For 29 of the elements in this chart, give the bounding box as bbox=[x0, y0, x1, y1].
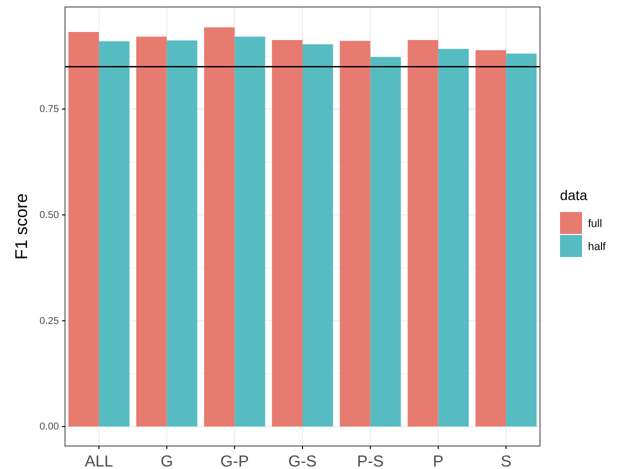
y-tick-label: 0.00 bbox=[40, 422, 60, 433]
y-axis-title: F1 score bbox=[12, 193, 31, 260]
x-tick-label: G-S bbox=[288, 453, 317, 469]
x-tick-label: G bbox=[160, 453, 174, 469]
bar bbox=[476, 50, 506, 427]
legend-title: data bbox=[560, 187, 588, 203]
bar bbox=[98, 41, 130, 427]
bar bbox=[408, 40, 438, 427]
bar bbox=[370, 56, 401, 427]
bar bbox=[204, 27, 235, 427]
bar bbox=[438, 48, 469, 427]
y-tick-label: 0.75 bbox=[40, 104, 60, 116]
bar bbox=[506, 54, 537, 427]
x-tick-label: P-S bbox=[357, 453, 384, 469]
bar bbox=[302, 44, 334, 427]
x-tick-label: S bbox=[500, 453, 512, 469]
y-tick-label: 0.25 bbox=[40, 316, 60, 327]
bar bbox=[340, 40, 370, 427]
legend-label: half bbox=[588, 241, 607, 253]
y-tick-label: 0.50 bbox=[40, 210, 60, 222]
bar bbox=[166, 40, 198, 427]
x-tick-label: G-P bbox=[220, 453, 249, 469]
bar bbox=[272, 40, 302, 427]
bar bbox=[234, 36, 266, 427]
legend-label: full bbox=[588, 218, 602, 230]
bar bbox=[136, 36, 167, 427]
bar bbox=[68, 32, 99, 427]
x-tick-label: P bbox=[432, 453, 444, 469]
x-tick-label: ALL bbox=[84, 453, 114, 469]
